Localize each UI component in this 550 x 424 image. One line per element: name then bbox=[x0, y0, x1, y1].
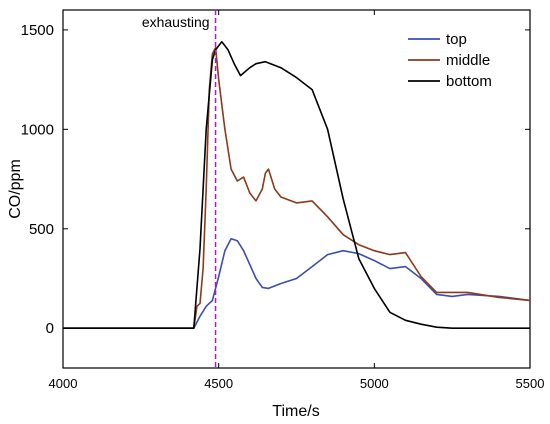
series-line-middle bbox=[63, 46, 531, 330]
legend: top middle bottom bbox=[408, 31, 492, 90]
exhausting-label: exhausting bbox=[142, 14, 210, 30]
legend-label-middle: middle bbox=[446, 52, 490, 69]
y-tick-label: 0 bbox=[46, 320, 54, 337]
y-tick-label: 500 bbox=[29, 221, 54, 238]
y-tick-label: 1000 bbox=[21, 121, 54, 138]
plot-frame bbox=[62, 9, 531, 369]
legend-label-bottom: bottom bbox=[446, 73, 492, 90]
legend-label-top: top bbox=[446, 31, 467, 48]
x-tick-label: 5500 bbox=[516, 376, 545, 391]
y-axis-label: CO/ppm bbox=[7, 159, 24, 219]
x-tick-label: 4000 bbox=[49, 376, 78, 391]
annotation-group: exhausting bbox=[142, 10, 217, 368]
axis-ticks: 4000 4500 5000 5500 0 500 1000 1500 bbox=[21, 10, 545, 391]
x-tick-label: 5000 bbox=[360, 376, 389, 391]
series-line-top bbox=[63, 237, 531, 330]
y-tick-label: 1500 bbox=[21, 22, 54, 39]
x-tick-label: 4500 bbox=[204, 376, 233, 391]
x-axis-label: Time/s bbox=[272, 403, 319, 420]
